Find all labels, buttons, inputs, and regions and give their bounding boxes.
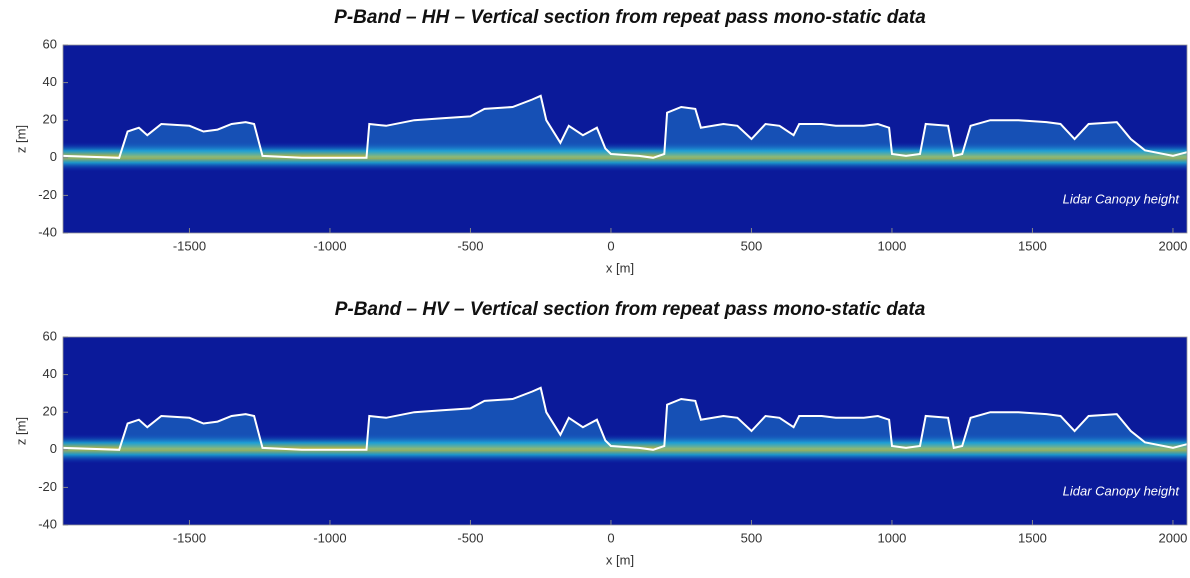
y-tick-label: 20 <box>43 404 57 419</box>
y-axis-label: z [m] <box>13 417 28 445</box>
y-tick-label: 40 <box>43 74 57 89</box>
y-tick-label: 20 <box>43 112 57 127</box>
annotation: Lidar Canopy height <box>1063 483 1181 498</box>
x-tick-label: -1000 <box>313 530 346 545</box>
canopy-area <box>63 387 1187 450</box>
x-tick-label: -1500 <box>173 238 206 253</box>
x-tick-label: -1500 <box>173 530 206 545</box>
x-tick-label: 0 <box>607 530 614 545</box>
annotation: Lidar Canopy height <box>1063 191 1181 206</box>
chart-title: P-Band – HV – Vertical section from repe… <box>335 299 926 320</box>
x-tick-label: 1000 <box>877 530 906 545</box>
x-axis-label: x [m] <box>606 552 634 567</box>
y-axis-label: z [m] <box>13 125 28 153</box>
canopy-area <box>63 95 1187 158</box>
x-tick-label: 2000 <box>1158 530 1187 545</box>
panel: -1500 -1000 -500 0 500 1000 1500 2000 -40 -20 0 20 4… <box>13 7 1187 275</box>
y-tick-label: 60 <box>43 36 57 51</box>
x-tick-label: 500 <box>741 238 763 253</box>
y-tick-label: 0 <box>50 149 57 164</box>
plot-frame <box>62 336 1188 526</box>
plot-background <box>63 45 1187 233</box>
plot-frame <box>62 44 1188 234</box>
y-tick-label: -20 <box>38 479 57 494</box>
y-tick-label: -20 <box>38 187 57 202</box>
x-tick-label: 1000 <box>877 238 906 253</box>
y-tick-label: 0 <box>50 441 57 456</box>
panel: -1500 -1000 -500 0 500 1000 1500 2000 -40 -20 0 20 4… <box>13 299 1187 567</box>
x-tick-label: 2000 <box>1158 238 1187 253</box>
lidar-line <box>62 94 1188 159</box>
chart-title: P-Band – HH – Vertical section from repe… <box>334 7 926 28</box>
ground-band <box>63 433 1187 464</box>
x-axis-label: x [m] <box>606 260 634 275</box>
x-tick-label: -500 <box>457 238 483 253</box>
y-tick-label: -40 <box>38 516 57 531</box>
y-tick-label: 60 <box>43 328 57 343</box>
y-tick-label: -40 <box>38 224 57 239</box>
x-tick-label: -500 <box>457 530 483 545</box>
plot-background <box>63 337 1187 525</box>
x-tick-label: 1500 <box>1018 238 1047 253</box>
x-tick-label: -1000 <box>313 238 346 253</box>
lidar-line <box>62 386 1188 451</box>
ground-band <box>63 141 1187 172</box>
x-tick-label: 500 <box>741 530 763 545</box>
y-tick-label: 40 <box>43 366 57 381</box>
x-tick-label: 0 <box>607 238 614 253</box>
x-tick-label: 1500 <box>1018 530 1047 545</box>
